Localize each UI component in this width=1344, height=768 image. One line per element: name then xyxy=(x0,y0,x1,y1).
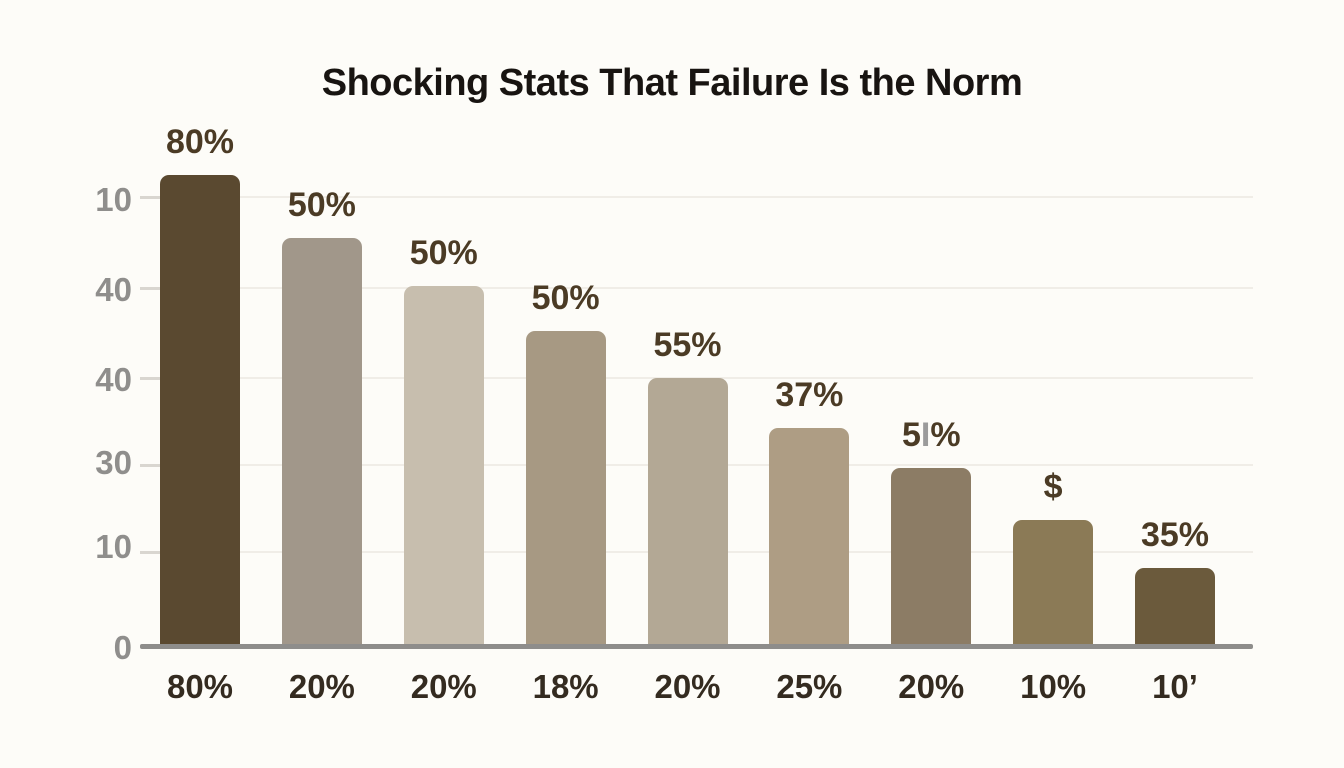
gridline xyxy=(140,287,1253,289)
bar xyxy=(160,175,240,644)
x-axis-label: 10% xyxy=(1020,668,1087,705)
y-axis-tick-label: 40 xyxy=(95,271,132,308)
bar xyxy=(769,428,850,644)
bar-value-label: 50% xyxy=(287,186,356,224)
bar-value-label-part: % xyxy=(930,416,961,454)
chart-title: Shocking Stats That Failure Is the Norm xyxy=(321,62,1023,104)
y-axis-tick-mark xyxy=(140,551,160,554)
bar-value-label-part: I xyxy=(920,416,931,454)
bar xyxy=(1135,568,1215,644)
bar xyxy=(403,286,484,644)
x-axis-label: 80% xyxy=(166,668,234,705)
bar xyxy=(281,238,362,644)
y-axis-tick-mark xyxy=(140,287,160,290)
y-axis-tick-label: 40 xyxy=(95,361,132,398)
bar-value-label: 35% xyxy=(1140,516,1210,554)
x-axis-label: 20% xyxy=(288,668,355,705)
x-axis-label: 20% xyxy=(898,668,965,705)
x-axis-label: 18% xyxy=(532,668,599,705)
bar xyxy=(647,378,728,644)
x-axis-label: 10’ xyxy=(1152,668,1198,705)
y-axis-tick-label: 30 xyxy=(95,444,132,481)
x-axis-label: 20% xyxy=(654,668,721,705)
bar-value-label: 5I% xyxy=(846,416,1016,454)
bar xyxy=(1013,520,1094,644)
x-axis-label: 25% xyxy=(776,668,843,705)
x-axis-label: 20% xyxy=(410,668,477,705)
y-axis-tick-mark xyxy=(140,196,160,199)
bar-value-label: 55% xyxy=(653,326,722,364)
y-axis-tick-label: 10 xyxy=(95,528,132,565)
y-axis-tick-mark xyxy=(140,377,160,380)
bar-value-label-part: 5 xyxy=(901,416,921,454)
bar xyxy=(525,331,606,644)
bar-value-label: 37% xyxy=(775,376,844,414)
bar-value-label: $ xyxy=(1043,468,1063,506)
y-axis-tick-label: 0 xyxy=(113,629,132,666)
y-axis-tick-mark xyxy=(140,464,160,467)
y-axis-tick-label: 10 xyxy=(95,181,132,218)
bar xyxy=(891,468,972,644)
x-axis-baseline xyxy=(140,644,1253,649)
bar-value-label: 50% xyxy=(531,279,600,317)
gridline xyxy=(140,196,1253,198)
bar-value-label: 80% xyxy=(165,123,235,161)
bar-value-label: 50% xyxy=(409,234,478,272)
